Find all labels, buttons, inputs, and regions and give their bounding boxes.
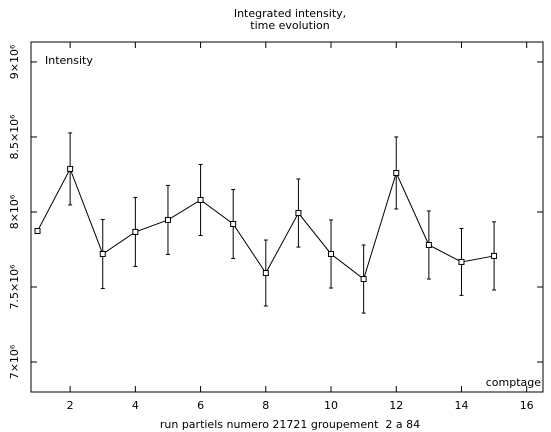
data-point — [458, 258, 465, 265]
data-point — [164, 216, 171, 223]
data-point — [67, 165, 74, 172]
data-point — [197, 196, 204, 203]
x-tick-label: 12 — [389, 399, 403, 412]
x-tick-label: 4 — [132, 399, 139, 412]
x-tick-label: 16 — [520, 399, 534, 412]
x-tick-label: 14 — [454, 399, 468, 412]
x-tick-label: 10 — [324, 399, 338, 412]
chart-title: time evolution — [250, 19, 329, 32]
plot-frame — [30, 41, 544, 393]
x-tick-label: 2 — [67, 399, 74, 412]
data-point — [230, 220, 237, 227]
data-point — [360, 276, 367, 283]
x-tick-label: 8 — [262, 399, 269, 412]
y-tick-label: 8×10⁶ — [8, 194, 21, 229]
y-tick-label: 7.5×10⁶ — [8, 264, 21, 310]
x-axis-label: run partiels numero 21721 groupement 2 a… — [160, 418, 420, 431]
data-point — [491, 252, 498, 259]
y-axis-label: Intensity — [45, 54, 93, 67]
data-point — [262, 270, 269, 277]
data-point — [34, 228, 41, 235]
y-tick-label: 9×10⁶ — [8, 44, 21, 79]
y-tick-label: 8.5×10⁶ — [8, 114, 21, 160]
data-point — [295, 210, 302, 217]
y-tick-label: 7×10⁶ — [8, 344, 21, 379]
data-point — [99, 250, 106, 257]
chart-title: Integrated intensity, — [234, 7, 346, 20]
corner-label: comptage — [486, 376, 542, 389]
data-point — [393, 169, 400, 176]
data-point — [425, 241, 432, 248]
x-tick-label: 6 — [197, 399, 204, 412]
data-point — [328, 250, 335, 257]
data-point — [132, 228, 139, 235]
